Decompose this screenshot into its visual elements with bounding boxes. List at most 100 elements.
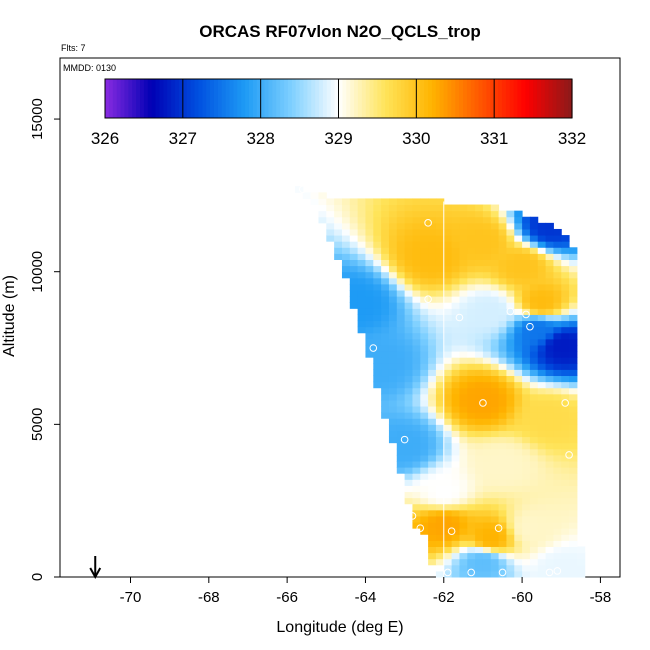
curtain-cell xyxy=(388,436,398,444)
curtain-cell xyxy=(506,290,515,297)
curtain-cell xyxy=(459,320,468,328)
curtain-cell xyxy=(475,381,484,389)
curtain-cell xyxy=(482,277,492,285)
curtain-cell xyxy=(529,528,539,535)
colorbar-tick-label: 328 xyxy=(246,129,274,148)
curtain-cell xyxy=(561,515,570,523)
curtain-cell xyxy=(451,393,460,401)
curtain-cell xyxy=(475,387,484,395)
colorbar-cell xyxy=(529,79,534,118)
curtain-cell xyxy=(514,497,523,505)
curtain-cell xyxy=(561,448,570,456)
curtain-cell xyxy=(467,412,476,419)
curtain-cell xyxy=(537,375,547,383)
colorbar-cell xyxy=(552,79,558,118)
curtain-cell xyxy=(553,418,562,425)
curtain-cell xyxy=(459,302,468,309)
curtain-cell xyxy=(388,326,398,334)
curtain-cell xyxy=(467,357,476,364)
curtain-cell xyxy=(428,528,437,535)
curtain-cell xyxy=(561,552,570,560)
curtain-cell xyxy=(537,552,547,560)
curtain-cell xyxy=(349,277,359,285)
curtain-cell xyxy=(420,326,429,334)
curtain-cell xyxy=(435,546,445,554)
curtain-cell xyxy=(428,509,437,517)
curtain-cell xyxy=(514,467,523,474)
curtain-cell xyxy=(561,412,570,419)
curtain-cell xyxy=(529,509,539,517)
curtain-cell xyxy=(475,558,484,566)
colorbar-tick-label: 329 xyxy=(324,129,352,148)
colorbar-cell xyxy=(237,79,242,118)
curtain-cell xyxy=(365,271,374,279)
curtain-cell xyxy=(529,351,539,358)
curtain-cell xyxy=(561,430,570,438)
curtain-cell xyxy=(396,265,406,273)
curtain-cell xyxy=(459,467,468,474)
curtain-cell xyxy=(490,265,500,273)
curtain-cell xyxy=(451,454,460,462)
curtain-cell xyxy=(334,253,343,260)
curtain-cell xyxy=(475,418,484,425)
curtain-cell xyxy=(569,558,578,566)
curtain-cell xyxy=(537,283,547,291)
curtain-cell xyxy=(482,460,492,468)
curtain-cell xyxy=(482,375,492,383)
curtain-cell xyxy=(545,381,554,389)
curtain-cell xyxy=(428,265,437,273)
curtain-cell xyxy=(443,467,453,474)
curtain-cell xyxy=(302,192,312,199)
y-tick-label: 15000 xyxy=(29,98,46,140)
curtain-cell xyxy=(522,253,531,260)
curtain-cell xyxy=(373,332,382,340)
curtain-cell xyxy=(498,235,507,242)
curtain-cell xyxy=(561,326,570,334)
curtain-cell xyxy=(435,290,445,297)
curtain-cell xyxy=(498,399,507,407)
curtain-cell xyxy=(412,442,421,450)
curtain-cell xyxy=(506,283,515,291)
curtain-cell xyxy=(569,253,578,260)
curtain-cell xyxy=(451,369,460,377)
curtain-cell xyxy=(443,247,453,254)
curtain-cell xyxy=(428,247,437,254)
curtain-cell xyxy=(475,344,484,352)
curtain-cell xyxy=(365,198,374,206)
colorbar-cell xyxy=(517,79,523,118)
curtain-cell xyxy=(553,558,562,566)
curtain-cell xyxy=(459,546,468,554)
colorbar-cell xyxy=(482,79,487,118)
curtain-cell xyxy=(388,253,398,260)
curtain-cell xyxy=(404,363,413,370)
curtain-cell xyxy=(490,290,500,297)
curtain-cell xyxy=(498,424,507,431)
curtain-cell xyxy=(459,424,468,431)
curtain-cell xyxy=(498,552,507,560)
colorbar-cell xyxy=(540,79,546,118)
curtain-cell xyxy=(435,448,445,456)
colorbar-cell xyxy=(171,79,176,118)
curtain-cell xyxy=(475,436,484,444)
curtain-cell xyxy=(545,302,554,309)
curtain-cell xyxy=(553,259,562,267)
curtain-cell xyxy=(545,522,554,529)
curtain-cell xyxy=(514,503,523,511)
curtain-cell xyxy=(381,204,390,212)
curtain-cell xyxy=(553,485,562,493)
curtain-cell xyxy=(435,509,445,517)
colorbar-cell xyxy=(365,79,371,118)
curtain-cell xyxy=(553,540,562,547)
curtain-cell xyxy=(381,283,390,291)
curtain-cell xyxy=(428,271,437,279)
curtain-cell xyxy=(506,265,515,273)
curtain-cell xyxy=(412,509,421,517)
curtain-cell xyxy=(529,253,539,260)
curtain-cell xyxy=(490,442,500,450)
curtain-cell xyxy=(490,485,500,493)
colorbar-cell xyxy=(509,79,515,118)
curtain-cell xyxy=(561,387,570,395)
curtain-cell xyxy=(435,467,445,474)
curtain-cell xyxy=(522,552,531,560)
